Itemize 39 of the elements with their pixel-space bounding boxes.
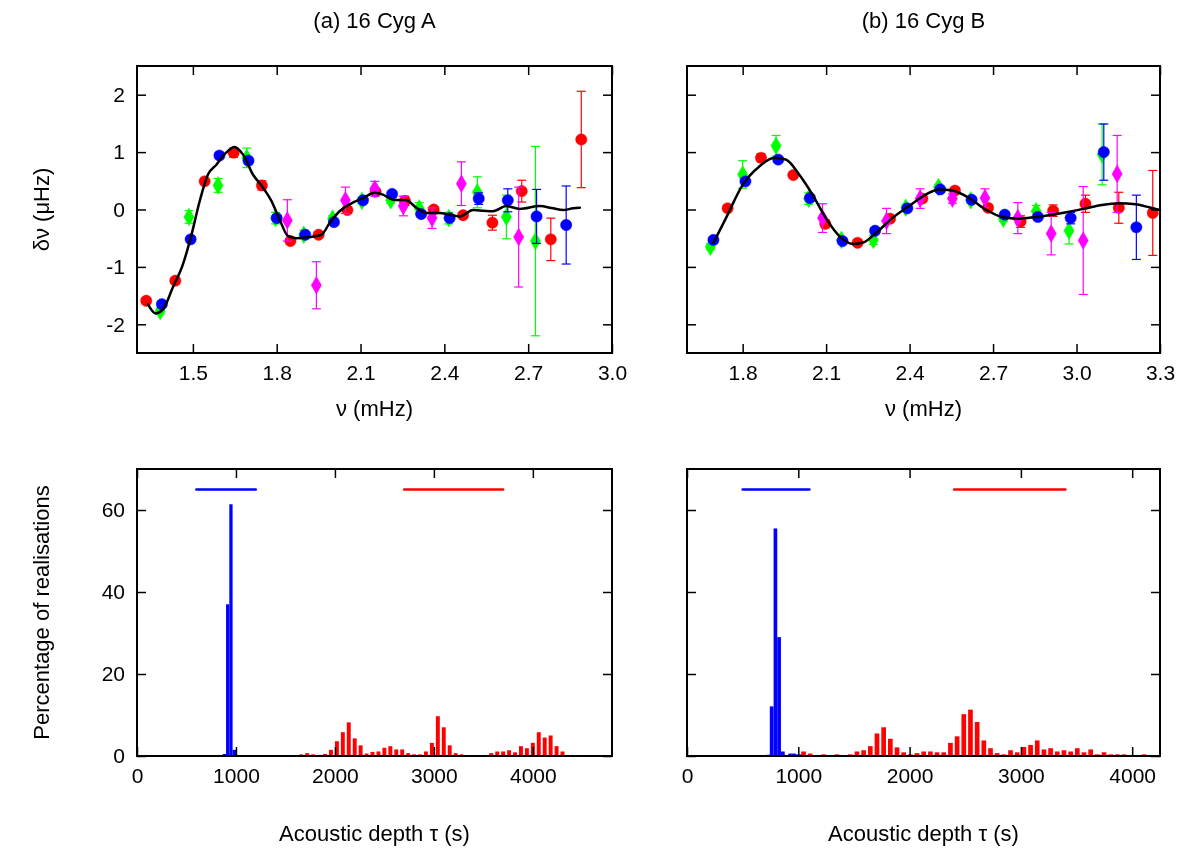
x-tick-label: 3.0 [597, 360, 628, 384]
x-tick-label: 2.4 [895, 360, 925, 384]
y-axis-title: Percentage of realisations [29, 485, 54, 740]
x-tick-label: 0 [131, 763, 144, 787]
x-axis-title: Acoustic depth τ (s) [828, 821, 1019, 846]
y-tick-label: 0 [113, 197, 125, 221]
y-tick-label: 2 [113, 82, 125, 106]
x-tick-label: 3.3 [1145, 360, 1176, 384]
y-tick-label: -2 [106, 312, 125, 336]
x-tick-label: 2.1 [346, 360, 376, 384]
x-tick-label: 3000 [998, 763, 1045, 787]
chart-title: (a) 16 Cyg A [313, 8, 436, 33]
x-tick-label: 3.0 [1062, 360, 1092, 384]
x-tick-label: 2.1 [812, 360, 842, 384]
y-axis-title: δν (μHz) [29, 167, 54, 252]
x-tick-label: 1000 [775, 763, 823, 787]
x-tick-label: 2.4 [430, 360, 460, 384]
x-tick-label: 1000 [213, 763, 260, 787]
x-tick-label: 2.7 [514, 360, 544, 384]
y-tick-label: 20 [101, 662, 125, 686]
x-axis-title: ν (mHz) [885, 396, 962, 421]
x-tick-label: 1.5 [178, 360, 208, 384]
y-tick-label: 0 [113, 744, 125, 768]
x-tick-label: 2.7 [978, 360, 1009, 384]
x-tick-label: 0 [681, 763, 694, 787]
y-tick-label: -1 [106, 255, 125, 279]
x-axis-title: ν (mHz) [336, 396, 413, 421]
y-tick-label: 40 [101, 580, 125, 604]
x-tick-label: 1.8 [262, 360, 292, 384]
x-tick-label: 2000 [312, 763, 359, 787]
x-tick-label: 4000 [509, 763, 557, 787]
chart-title: (b) 16 Cyg B [861, 8, 986, 33]
x-axis-title: Acoustic depth τ (s) [279, 821, 470, 846]
x-tick-label: 4000 [1109, 763, 1157, 787]
y-tick-label: 60 [101, 498, 125, 522]
x-tick-label: 1.8 [728, 360, 758, 384]
x-tick-label: 2000 [886, 763, 934, 787]
x-tick-label: 3000 [411, 763, 458, 787]
y-tick-label: 1 [113, 140, 125, 164]
